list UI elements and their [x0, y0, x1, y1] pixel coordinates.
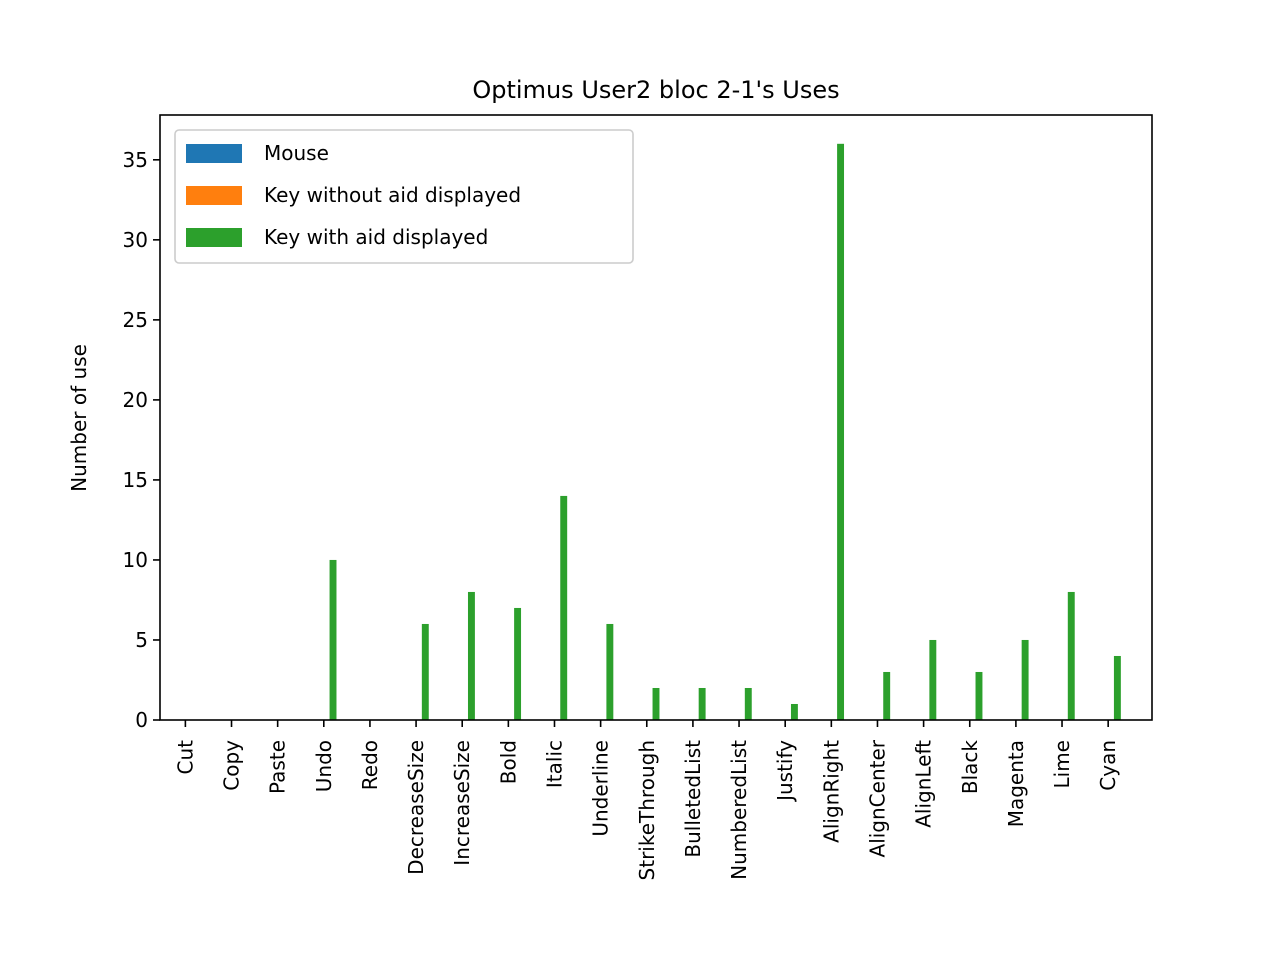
legend-swatch [186, 186, 242, 205]
bar [606, 623, 614, 720]
bar [1021, 639, 1029, 720]
x-tick-label: IncreaseSize [450, 740, 474, 866]
x-tick-label: Copy [220, 740, 244, 791]
bar [744, 687, 752, 720]
bar [421, 623, 429, 720]
legend: Mouse Key without aid displayed Key with a… [174, 129, 634, 264]
x-tick-label: Italic [542, 740, 566, 788]
bar [975, 671, 983, 720]
bar [883, 671, 891, 720]
bar [837, 143, 845, 720]
y-tick-label: 25 [123, 308, 148, 332]
y-axis-label: Number of use [67, 344, 91, 492]
bar [467, 591, 475, 720]
x-tick-label: Cyan [1096, 740, 1120, 791]
y-tick-label: 30 [123, 228, 148, 252]
x-tick-label: AlignCenter [865, 739, 889, 857]
bar [1067, 591, 1075, 720]
chart-title: Optimus User2 bloc 2-1's Uses [472, 76, 839, 104]
x-tick-label: AlignRight [819, 740, 843, 843]
y-tick-label: 15 [123, 468, 148, 492]
x-tick-label: DecreaseSize [404, 740, 428, 875]
x-tick-label: Underline [589, 740, 613, 837]
legend-label: Mouse [264, 141, 329, 165]
x-tick-label: Justify [773, 740, 797, 803]
bar [514, 607, 522, 720]
x-tick-label: Magenta [1004, 740, 1028, 827]
x-tick-label: BulletedList [681, 740, 705, 858]
x-tick-label: Paste [266, 740, 290, 794]
bar [560, 495, 568, 720]
y-tick-label: 0 [135, 708, 148, 732]
bar [929, 639, 937, 720]
plot-area: 0 5 10 15 20 25 30 35 Cut Copy Paste Undo Redo Decrea… [123, 114, 1153, 880]
plot-frame [159, 114, 1153, 721]
bar [652, 687, 660, 720]
x-tick-label: StrikeThrough [635, 740, 659, 880]
bar [790, 703, 798, 720]
legend-label: Key with aid displayed [264, 225, 488, 249]
x-tick-label: Bold [496, 740, 520, 784]
legend-box [174, 129, 634, 264]
legend-label: Key without aid displayed [264, 183, 521, 207]
x-tick-label: Lime [1050, 740, 1074, 789]
x-tick-label: Black [958, 740, 982, 795]
x-tick-label: NumberedList [727, 740, 751, 880]
bar [698, 687, 706, 720]
legend-swatch [186, 228, 242, 247]
x-tick-label: AlignLeft [912, 740, 936, 828]
y-tick-label: 10 [123, 548, 148, 572]
x-tick-label: Cut [173, 740, 197, 775]
y-tick-label: 20 [123, 388, 148, 412]
bar [1113, 655, 1121, 720]
bar [329, 559, 337, 720]
x-tick-label: Undo [312, 740, 336, 792]
legend-swatch [186, 144, 242, 163]
x-tick-label: Redo [358, 740, 382, 790]
y-tick-label: 35 [123, 148, 148, 172]
y-tick-label: 5 [135, 628, 148, 652]
